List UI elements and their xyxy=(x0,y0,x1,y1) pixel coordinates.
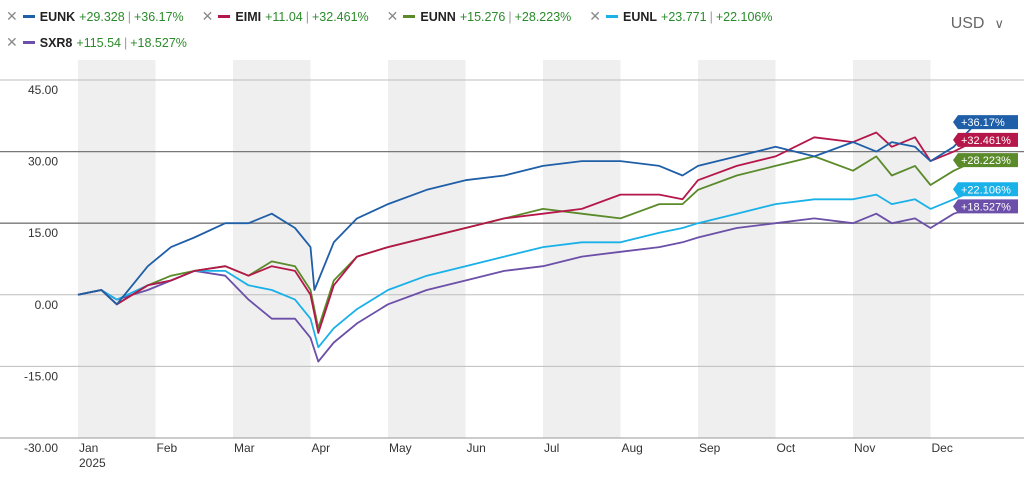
legend-change-value: +115.54 xyxy=(76,36,121,50)
legend-separator: | xyxy=(124,36,128,50)
month-band xyxy=(853,60,931,438)
end-label-badge xyxy=(953,153,1018,168)
y-tick-label: -15.00 xyxy=(24,369,58,383)
y-tick-label: 30.00 xyxy=(28,155,58,169)
end-label-text: +18.527% xyxy=(961,201,1011,213)
chevron-down-icon: ∨ xyxy=(994,16,1004,31)
x-tick-label: Apr xyxy=(312,441,331,455)
x-tick-label: Jan xyxy=(79,441,98,455)
legend-ticker: SXR8 xyxy=(39,36,73,50)
month-band xyxy=(78,60,156,438)
y-tick-label: 45.00 xyxy=(28,83,58,97)
month-band xyxy=(233,60,311,438)
chart-legend: ✕ EUNK +29.328 | +36.17% ✕ EIMI +11.04 | +32.461%… xyxy=(6,4,906,56)
end-label-badge xyxy=(953,182,1018,197)
legend-separator: | xyxy=(709,10,713,24)
legend-item-eimi: ✕ EIMI +11.04 | +32.461% xyxy=(202,4,369,30)
x-tick-label: May xyxy=(389,441,412,455)
currency-label: USD xyxy=(950,15,985,32)
x-tick-label: Dec xyxy=(932,441,953,455)
legend-ticker: EIMI xyxy=(235,10,262,24)
remove-series-icon[interactable]: ✕ xyxy=(386,8,399,24)
remove-series-icon[interactable]: ✕ xyxy=(201,8,214,24)
x-tick-label: Oct xyxy=(777,441,796,455)
x-tick-label: Feb xyxy=(157,441,178,455)
end-label-text: +22.106% xyxy=(961,184,1011,196)
remove-series-icon[interactable]: ✕ xyxy=(6,8,18,24)
end-label-badge xyxy=(953,132,1018,147)
performance-line-chart: 45.00 30.00 15.00 0.00 -15.00 -30.00 Jan Feb Mar… xyxy=(0,60,1024,470)
legend-change-percent: +18.527% xyxy=(130,36,187,50)
legend-swatch xyxy=(606,15,618,19)
legend-ticker: EUNL xyxy=(623,10,658,24)
currency-selector[interactable]: USD ∨ xyxy=(951,15,1004,33)
legend-swatch xyxy=(22,15,35,19)
legend-change-value: +29.328 xyxy=(79,10,125,24)
remove-series-icon[interactable]: ✕ xyxy=(589,8,601,24)
x-tick-label: Jun xyxy=(467,441,486,455)
legend-separator: | xyxy=(508,10,512,24)
x-tick-label: Jul xyxy=(544,441,559,455)
legend-ticker: EUNK xyxy=(39,10,76,24)
x-tick-label: Mar xyxy=(234,441,255,455)
x-year-label: 2025 xyxy=(79,456,106,470)
legend-ticker: EUNN xyxy=(420,10,456,24)
x-tick-label: Sep xyxy=(699,441,721,455)
series-line-eimi xyxy=(77,131,978,334)
legend-separator: | xyxy=(127,10,131,24)
month-band xyxy=(698,60,776,438)
legend-change-percent: +32.461% xyxy=(312,10,369,24)
series-line-eunk xyxy=(77,121,978,306)
remove-series-icon[interactable]: ✕ xyxy=(6,34,18,50)
end-label-text: +32.461% xyxy=(961,135,1011,147)
legend-swatch xyxy=(218,15,231,19)
legend-change-percent: +36.17% xyxy=(133,10,184,24)
end-label-text: +28.223% xyxy=(961,155,1011,167)
legend-item-eunk: ✕ EUNK +29.328 | +36.17% xyxy=(6,4,184,30)
legend-swatch xyxy=(403,15,416,19)
series-line-sxr8 xyxy=(77,205,978,363)
legend-change-value: +15.276 xyxy=(459,10,506,24)
end-label-text: +36.17% xyxy=(961,117,1005,129)
legend-separator: | xyxy=(305,10,309,24)
y-tick-label: -30.00 xyxy=(24,441,58,455)
legend-item-eunl: ✕ EUNL +23.771 | +22.106% xyxy=(589,4,772,30)
y-tick-label: 15.00 xyxy=(28,226,58,240)
end-label-badge xyxy=(953,115,1018,130)
legend-item-sxr8: ✕ SXR8 +115.54 | +18.527% xyxy=(6,30,187,56)
series-line-eunn xyxy=(77,155,978,330)
legend-change-percent: +22.106% xyxy=(715,10,773,24)
month-band xyxy=(543,60,621,438)
legend-change-value: +23.771 xyxy=(661,10,707,24)
x-tick-label: Aug xyxy=(622,441,643,455)
end-label-badge xyxy=(953,199,1018,214)
legend-item-eunn: ✕ EUNN +15.276 | +28.223% xyxy=(387,4,572,30)
x-tick-label: Nov xyxy=(854,441,875,455)
legend-change-value: +11.04 xyxy=(265,10,303,24)
y-tick-label: 0.00 xyxy=(35,298,59,312)
legend-change-percent: +28.223% xyxy=(514,10,572,24)
legend-swatch xyxy=(22,41,35,45)
month-band xyxy=(388,60,466,438)
series-line-eunl xyxy=(77,188,978,349)
